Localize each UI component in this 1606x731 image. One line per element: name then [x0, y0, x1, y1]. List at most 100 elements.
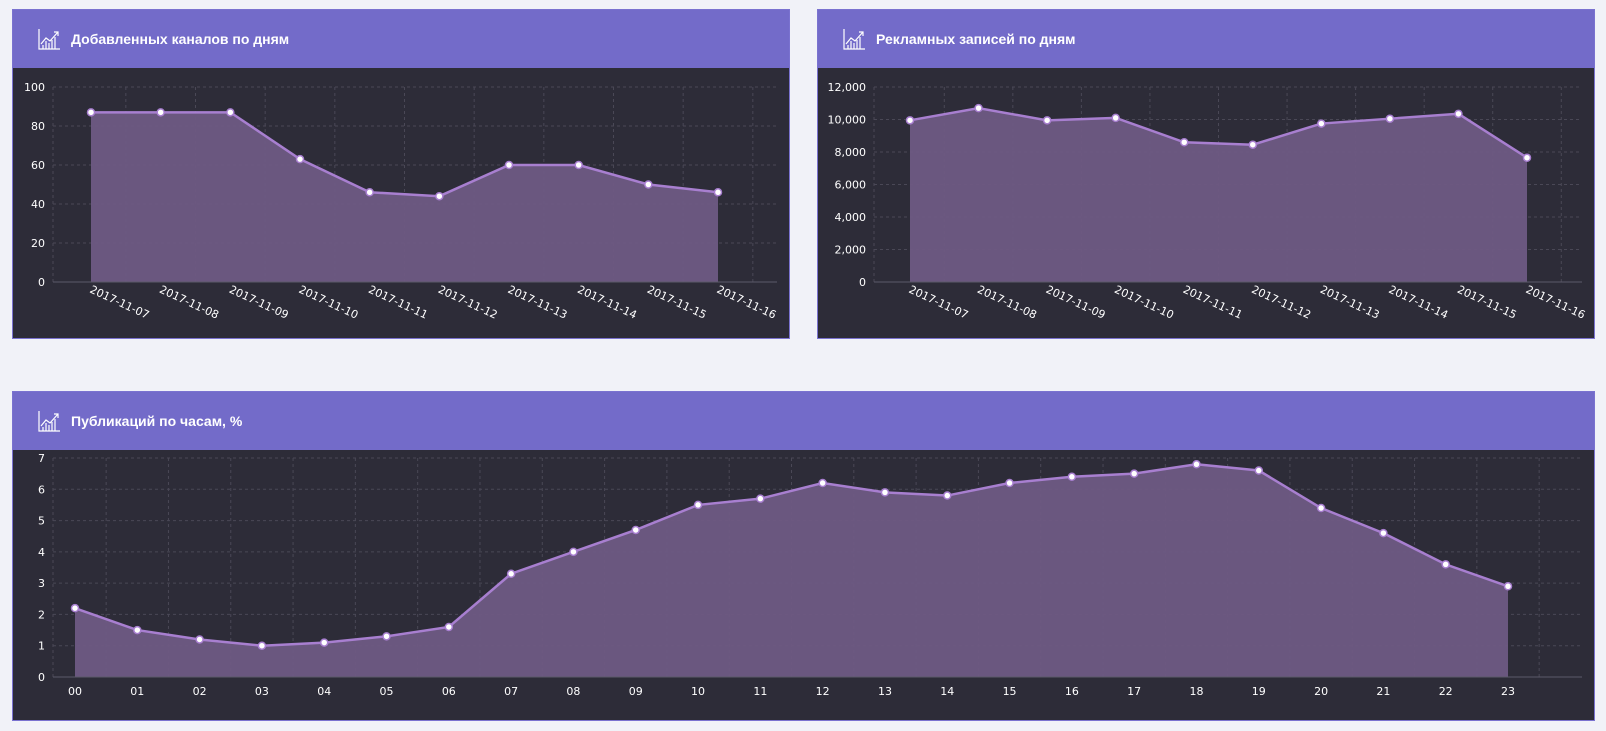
data-point[interactable]	[631, 525, 640, 535]
x-tick-label: 01	[130, 685, 144, 698]
x-tick-label: 2017-11-11	[366, 283, 429, 322]
data-point[interactable]	[1316, 503, 1326, 513]
x-tick-label: 21	[1376, 685, 1390, 698]
data-point[interactable]	[1248, 140, 1258, 149]
x-tick-label: 18	[1189, 685, 1203, 698]
data-point[interactable]	[1254, 466, 1264, 475]
data-point[interactable]	[382, 632, 391, 641]
data-point[interactable]	[1067, 472, 1077, 482]
panel-title: Рекламных записей по дням	[876, 31, 1076, 47]
data-point[interactable]	[644, 180, 653, 189]
y-tick-label: 40	[31, 198, 45, 211]
y-tick-label: 80	[31, 120, 45, 133]
panel-header: Публикаций по часам, %	[13, 392, 1594, 450]
x-tick-label: 2017-11-07	[907, 283, 970, 322]
x-tick-label: 2017-11-14	[1387, 283, 1450, 322]
data-point[interactable]	[1454, 109, 1463, 119]
x-tick-label: 2017-11-12	[436, 283, 499, 322]
x-tick-label: 2017-11-13	[1318, 283, 1381, 322]
data-point[interactable]	[974, 103, 983, 113]
data-point[interactable]	[319, 638, 329, 647]
data-point[interactable]	[905, 116, 915, 125]
data-point[interactable]	[1042, 116, 1052, 125]
data-point[interactable]	[444, 622, 454, 632]
y-tick-label: 8,000	[835, 146, 867, 159]
y-tick-label: 20	[31, 237, 45, 250]
x-tick-label: 2017-11-14	[575, 283, 638, 322]
data-point[interactable]	[506, 569, 516, 579]
x-tick-label: 2017-11-08	[157, 283, 220, 322]
chart-panel-channels: Добавленных каналов по дням 0 20 40 60 80 100…	[12, 9, 790, 339]
data-point[interactable]	[295, 154, 305, 164]
y-tick-label: 5	[38, 515, 45, 528]
y-tick-label: 100	[24, 81, 45, 94]
data-point[interactable]	[1005, 478, 1014, 488]
x-tick-label: 2017-11-16	[715, 283, 778, 322]
panel-title: Публикаций по часам, %	[71, 413, 243, 429]
data-point[interactable]	[226, 108, 235, 117]
y-tick-label: 0	[859, 276, 866, 289]
data-point[interactable]	[1129, 469, 1139, 478]
y-tick-label: 0	[38, 671, 45, 684]
y-tick-label: 2	[38, 608, 45, 621]
data-point[interactable]	[713, 188, 723, 197]
data-point[interactable]	[504, 160, 514, 170]
y-tick-label: 2,000	[835, 244, 867, 257]
data-point[interactable]	[195, 635, 204, 644]
data-point[interactable]	[1441, 560, 1450, 569]
data-point[interactable]	[1503, 582, 1513, 591]
data-point[interactable]	[1385, 114, 1395, 123]
x-tick-label: 06	[442, 685, 456, 698]
x-tick-label: 2017-11-15	[1455, 283, 1518, 322]
data-point[interactable]	[133, 625, 142, 635]
x-tick-label: 04	[317, 685, 331, 698]
x-tick-label: 19	[1252, 685, 1266, 698]
data-point[interactable]	[693, 500, 703, 510]
x-tick-label: 07	[504, 685, 518, 698]
data-point[interactable]	[86, 108, 96, 117]
x-tick-label: 10	[691, 685, 705, 698]
data-point[interactable]	[1317, 119, 1326, 128]
data-point[interactable]	[1379, 528, 1388, 538]
data-point[interactable]	[365, 188, 374, 197]
data-point[interactable]	[1179, 138, 1189, 147]
data-point[interactable]	[943, 491, 952, 500]
x-tick-label: 2017-11-08	[975, 283, 1038, 322]
y-tick-label: 4	[38, 546, 45, 559]
y-tick-label: 4,000	[835, 211, 867, 224]
chart-panel-hourly: Публикаций по часам, % 0 1 2 3 4 5 6 7 00 01 02 03 0…	[12, 391, 1595, 721]
data-point[interactable]	[1111, 113, 1120, 123]
series-area	[91, 112, 718, 282]
x-tick-label: 14	[940, 685, 954, 698]
x-tick-label: 00	[68, 685, 82, 698]
x-tick-label: 05	[380, 685, 394, 698]
x-tick-label: 17	[1127, 685, 1141, 698]
data-point[interactable]	[1522, 153, 1532, 162]
x-tick-label: 2017-11-07	[88, 283, 151, 322]
series-line	[909, 106, 1528, 159]
y-tick-label: 0	[38, 276, 45, 289]
chart-panel-ads: Рекламных записей по дням 0 2,000 4,000 6,0…	[817, 9, 1595, 339]
data-point[interactable]	[880, 488, 890, 497]
data-point[interactable]	[818, 478, 827, 488]
x-tick-label: 03	[255, 685, 269, 698]
x-tick-label: 15	[1003, 685, 1017, 698]
data-point[interactable]	[70, 603, 80, 613]
x-tick-label: 2017-11-09	[1044, 283, 1107, 322]
data-point[interactable]	[574, 160, 583, 170]
data-point[interactable]	[1192, 460, 1201, 469]
x-tick-label: 2017-11-13	[506, 283, 569, 322]
x-tick-label: 2017-11-12	[1250, 283, 1313, 322]
x-tick-label: 23	[1501, 685, 1515, 698]
data-point[interactable]	[156, 108, 165, 117]
y-tick-label: 6	[38, 483, 45, 496]
data-point[interactable]	[257, 641, 267, 650]
data-point[interactable]	[435, 191, 444, 201]
data-point[interactable]	[756, 494, 765, 503]
x-tick-label: 2017-11-10	[297, 283, 360, 322]
panel-header: Добавленных каналов по дням	[13, 10, 789, 68]
series-line	[91, 111, 719, 198]
data-point[interactable]	[569, 547, 578, 557]
